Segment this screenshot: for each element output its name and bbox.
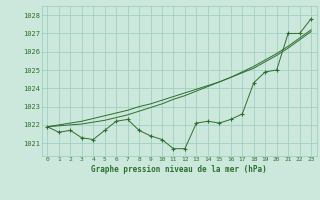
X-axis label: Graphe pression niveau de la mer (hPa): Graphe pression niveau de la mer (hPa) — [91, 165, 267, 174]
